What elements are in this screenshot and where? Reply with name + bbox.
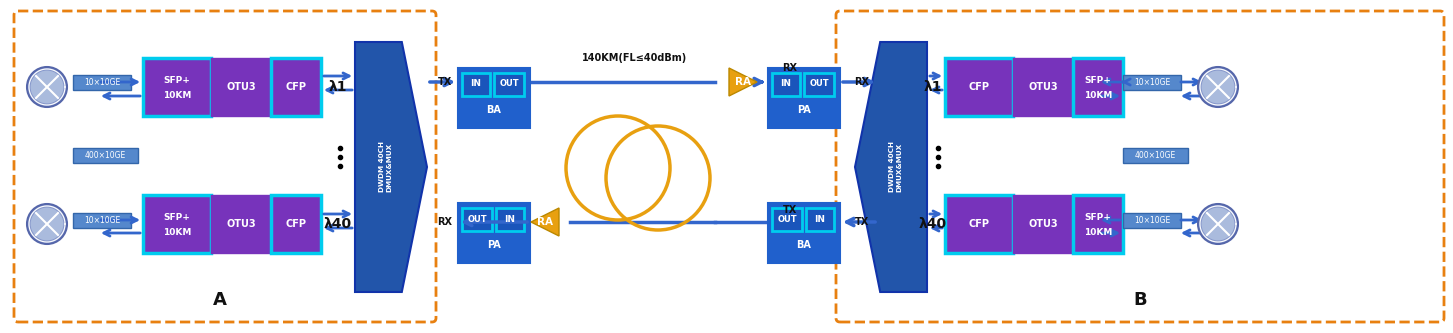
- Text: CFP: CFP: [969, 219, 989, 229]
- Text: TX: TX: [437, 77, 452, 87]
- Text: DWDM 40CH
DMUX&MUX: DWDM 40CH DMUX&MUX: [379, 142, 392, 192]
- Circle shape: [1202, 71, 1235, 104]
- Bar: [142, 58, 211, 116]
- Text: B: B: [1133, 291, 1146, 309]
- Text: BA: BA: [487, 105, 501, 115]
- Bar: [462, 73, 490, 96]
- Bar: [73, 213, 131, 228]
- Bar: [494, 73, 525, 96]
- Text: CFP: CFP: [969, 82, 989, 92]
- Text: SFP+: SFP+: [1084, 76, 1112, 85]
- Circle shape: [28, 204, 67, 244]
- Text: IN: IN: [504, 214, 516, 223]
- Text: SFP+: SFP+: [164, 76, 190, 85]
- Bar: [142, 195, 211, 253]
- Text: OUT: OUT: [809, 80, 828, 89]
- Text: IN: IN: [471, 80, 481, 89]
- Text: λ40: λ40: [324, 217, 352, 231]
- Text: 400×10GE: 400×10GE: [84, 151, 126, 160]
- Bar: [211, 195, 272, 253]
- Bar: [1013, 195, 1072, 253]
- Polygon shape: [530, 208, 559, 236]
- Text: RX: RX: [783, 63, 798, 73]
- Text: SFP+: SFP+: [164, 212, 190, 221]
- Text: 10KM: 10KM: [163, 228, 192, 237]
- Text: 10KM: 10KM: [163, 91, 192, 100]
- Text: PA: PA: [798, 105, 811, 115]
- Bar: [772, 73, 801, 96]
- Text: 10KM: 10KM: [1084, 91, 1112, 100]
- Text: TX: TX: [854, 217, 869, 227]
- Circle shape: [1199, 67, 1238, 107]
- Bar: [1123, 213, 1181, 228]
- Bar: [73, 148, 138, 163]
- Text: TX: TX: [783, 205, 798, 215]
- Text: 140KM(FL≤40dBm): 140KM(FL≤40dBm): [583, 53, 687, 63]
- Circle shape: [28, 67, 67, 107]
- Bar: [458, 203, 530, 263]
- Circle shape: [31, 71, 64, 104]
- Text: OUT: OUT: [468, 214, 487, 223]
- Bar: [458, 68, 530, 128]
- Polygon shape: [355, 42, 427, 292]
- Bar: [1072, 58, 1123, 116]
- Text: RX: RX: [854, 77, 869, 87]
- Text: PA: PA: [487, 240, 501, 250]
- Bar: [944, 58, 1013, 116]
- Bar: [73, 75, 131, 90]
- Text: RA: RA: [735, 77, 751, 87]
- Bar: [495, 208, 525, 231]
- Bar: [211, 58, 272, 116]
- Text: OTU3: OTU3: [227, 219, 256, 229]
- Bar: [272, 58, 321, 116]
- Text: 10×10GE: 10×10GE: [1133, 78, 1170, 87]
- Text: 10KM: 10KM: [1084, 228, 1112, 237]
- Bar: [806, 208, 834, 231]
- Text: OUT: OUT: [500, 80, 519, 89]
- Bar: [769, 68, 840, 128]
- Circle shape: [1202, 207, 1235, 240]
- Circle shape: [1199, 204, 1238, 244]
- Text: BA: BA: [796, 240, 811, 250]
- Bar: [804, 73, 834, 96]
- Polygon shape: [854, 42, 927, 292]
- Text: RA: RA: [538, 217, 554, 227]
- Bar: [1072, 195, 1123, 253]
- Text: λ40: λ40: [918, 217, 947, 231]
- Text: RX: RX: [437, 217, 452, 227]
- Text: DWDM 40CH
DMUX&MUX: DWDM 40CH DMUX&MUX: [889, 142, 902, 192]
- Text: OTU3: OTU3: [1029, 82, 1058, 92]
- Bar: [769, 203, 840, 263]
- Text: OUT: OUT: [777, 214, 796, 223]
- Bar: [944, 195, 1013, 253]
- Text: IN: IN: [815, 214, 825, 223]
- Text: A: A: [214, 291, 227, 309]
- Text: 10×10GE: 10×10GE: [84, 216, 121, 225]
- Text: 10×10GE: 10×10GE: [1133, 216, 1170, 225]
- Text: OTU3: OTU3: [227, 82, 256, 92]
- Bar: [1013, 58, 1072, 116]
- Text: OTU3: OTU3: [1029, 219, 1058, 229]
- Text: IN: IN: [780, 80, 792, 89]
- Text: 400×10GE: 400×10GE: [1135, 151, 1175, 160]
- Text: CFP: CFP: [285, 82, 307, 92]
- Text: 10×10GE: 10×10GE: [84, 78, 121, 87]
- Bar: [462, 208, 493, 231]
- Bar: [1123, 148, 1189, 163]
- Text: CFP: CFP: [285, 219, 307, 229]
- Bar: [272, 195, 321, 253]
- Polygon shape: [729, 68, 757, 96]
- Bar: [772, 208, 802, 231]
- Text: SFP+: SFP+: [1084, 212, 1112, 221]
- Bar: [1123, 75, 1181, 90]
- Text: λ1: λ1: [924, 80, 942, 94]
- Circle shape: [31, 207, 64, 240]
- Text: λ1: λ1: [328, 80, 347, 94]
